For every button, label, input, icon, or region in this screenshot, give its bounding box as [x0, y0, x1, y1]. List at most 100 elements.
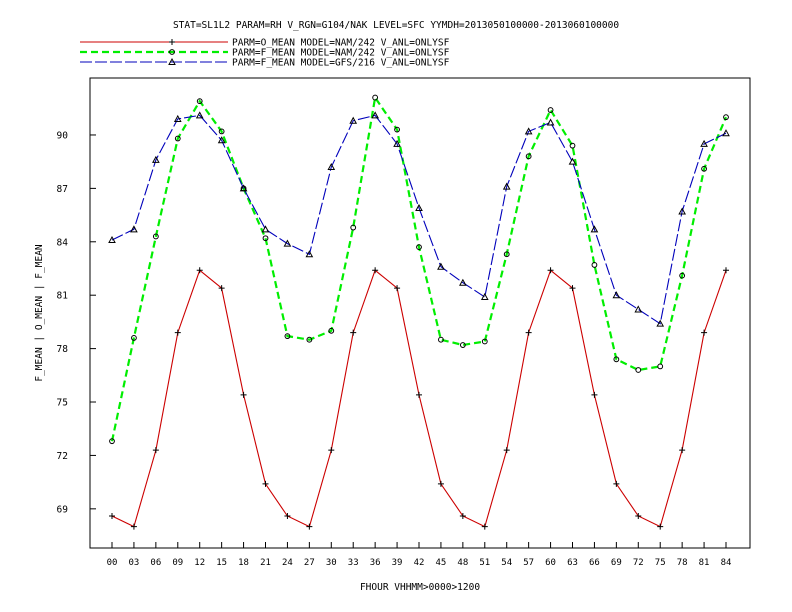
data-point [591, 262, 598, 268]
y-tick-label: 69 [57, 504, 69, 515]
data-point [240, 391, 247, 398]
x-tick-label: 48 [457, 558, 468, 568]
data-point [218, 285, 225, 292]
series-3 [108, 111, 730, 327]
data-point [350, 224, 357, 231]
chart-title: STAT=SL1L2 PARAM=RH V_RGN=G104/NAK LEVEL… [173, 20, 619, 31]
data-point [350, 329, 357, 336]
data-point [328, 327, 335, 334]
data-point [656, 319, 665, 327]
data-point [480, 292, 489, 300]
data-point [109, 512, 115, 519]
legend-marker [169, 49, 175, 55]
data-point [372, 267, 379, 274]
data-point [196, 98, 203, 105]
y-tick-label: 81 [57, 291, 69, 302]
data-point [306, 523, 313, 530]
x-tick-label: 51 [479, 558, 490, 568]
x-tick-label: 66 [589, 558, 600, 568]
x-tick-label: 45 [436, 558, 447, 568]
legend-marker [168, 57, 176, 65]
data-point [130, 523, 137, 530]
x-tick-label: 24 [282, 558, 293, 568]
x-tick-label: 06 [150, 558, 161, 568]
x-axis: 00 03 06 09 12 15 18 21 24 27 30 33 36 39 42 45 48 51 54 57… [107, 542, 732, 568]
data-point [239, 184, 248, 192]
legend-entry: PARM=O_MEAN MODEL=NAM/242 V_ANL=ONLYSF [80, 38, 450, 49]
y-axis: 69 72 75 78 81 84 87 90 [57, 130, 96, 515]
data-point [524, 127, 533, 135]
x-tick-label: 03 [129, 558, 140, 568]
legend-label: PARM=F_MEAN MODEL=NAM/242 V_ANL=ONLYSF [232, 48, 450, 59]
series-2 [109, 94, 729, 445]
data-point [481, 338, 488, 345]
x-tick-label: 27 [304, 558, 315, 568]
data-point [173, 114, 182, 122]
data-point [569, 142, 576, 149]
y-tick-label: 75 [57, 398, 68, 409]
x-tick-label: 81 [699, 558, 710, 568]
data-point [679, 447, 686, 454]
data-point [590, 225, 599, 233]
data-point [393, 139, 401, 147]
data-point [108, 235, 116, 244]
data-point [327, 162, 336, 171]
data-point [349, 116, 358, 124]
x-tick-label: 63 [567, 558, 578, 568]
data-point [328, 447, 335, 454]
data-point [283, 239, 292, 247]
x-tick-label: 84 [721, 558, 732, 568]
data-point [437, 480, 444, 487]
y-tick-label: 87 [57, 184, 68, 195]
data-point [262, 235, 269, 242]
data-point [568, 157, 577, 165]
data-point [437, 262, 445, 270]
x-tick-label: 57 [523, 558, 534, 568]
x-tick-label: 54 [501, 558, 512, 568]
series-line [111, 269, 727, 528]
x-tick-label: 42 [414, 558, 425, 568]
data-point [723, 267, 729, 274]
data-point [109, 438, 115, 445]
x-tick-label: 09 [172, 558, 183, 568]
x-tick-label: 60 [545, 558, 556, 568]
data-point [613, 356, 620, 363]
data-point [371, 111, 379, 119]
x-tick-label: 36 [370, 558, 381, 568]
data-point [438, 336, 444, 343]
data-point [416, 391, 422, 398]
x-tick-label: 15 [216, 558, 227, 568]
x-tick-label: 30 [326, 558, 337, 568]
data-point [547, 107, 554, 113]
x-tick-label: 72 [633, 558, 644, 568]
plot-frame [89, 77, 751, 549]
data-point [591, 391, 598, 398]
data-point [503, 251, 510, 258]
data-point [701, 329, 708, 336]
y-tick-label: 84 [57, 237, 69, 248]
data-point [613, 480, 620, 487]
x-tick-label: 69 [611, 558, 622, 568]
data-point [459, 342, 466, 348]
x-tick-label: 78 [677, 558, 688, 568]
series-1 [109, 267, 729, 530]
x-tick-label: 21 [260, 558, 271, 568]
x-tick-label: 75 [655, 558, 666, 568]
data-point [700, 139, 708, 147]
data-point [722, 129, 730, 137]
data-point [503, 447, 510, 454]
data-point [394, 285, 401, 292]
x-tick-label: 00 [107, 558, 118, 568]
data-point [196, 267, 203, 274]
y-tick-label: 72 [57, 451, 68, 462]
data-point [634, 305, 643, 313]
data-point [657, 523, 664, 530]
x-tick-label: 18 [238, 558, 249, 568]
data-point [262, 480, 269, 487]
data-point [284, 333, 291, 340]
legend-entry: PARM=F_MEAN MODEL=GFS/216 V_ANL=ONLYSF [80, 58, 450, 69]
x-tick-label: 39 [392, 558, 403, 568]
data-point [502, 182, 511, 190]
data-point [130, 225, 138, 233]
